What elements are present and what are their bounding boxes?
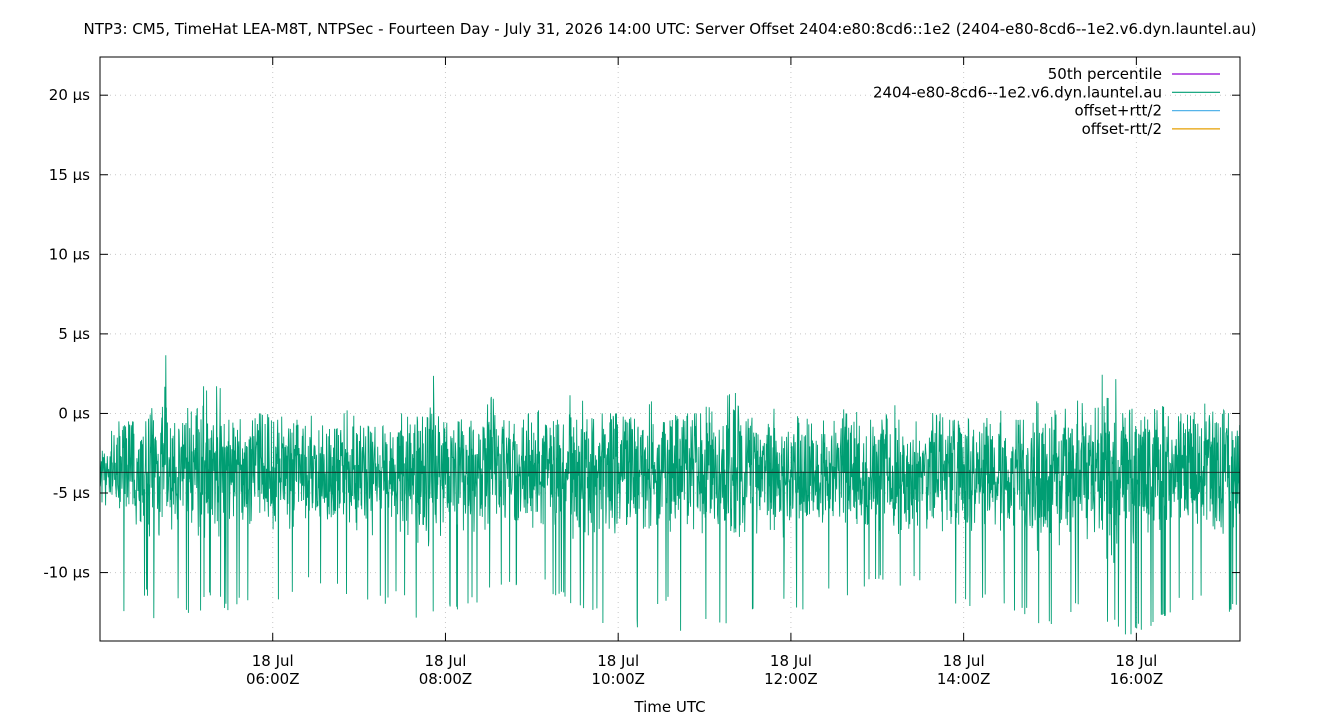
y-tick-label: 10 µs	[49, 245, 90, 263]
x-axis-title: Time UTC	[633, 698, 705, 716]
x-tick-time-label: 12:00Z	[764, 670, 818, 688]
x-tick-date-label: 18 Jul	[1115, 652, 1157, 670]
x-tick-time-label: 06:00Z	[246, 670, 300, 688]
plot-area	[99, 355, 1241, 635]
plot-frame	[99, 56, 1241, 642]
legend: 50th percentile2404-e80-8cd6--1e2.v6.dyn…	[873, 65, 1220, 138]
y-tick-label: -5 µs	[53, 484, 90, 502]
legend-label: 50th percentile	[1048, 65, 1162, 83]
x-tick-date-label: 18 Jul	[770, 652, 812, 670]
y-tick-label: 5 µs	[58, 325, 90, 343]
grid-lines	[100, 57, 1240, 641]
axes: 20 µs 15 µs 10 µs 5 µs 0 µs -5 µs -10 µs 18 Jul…	[43, 57, 1240, 688]
y-tick-label: 15 µs	[49, 166, 90, 184]
x-tick-date-label: 18 Jul	[252, 652, 294, 670]
x-tick-date-label: 18 Jul	[943, 652, 985, 670]
legend-label: offset+rtt/2	[1074, 102, 1162, 120]
legend-label: offset-rtt/2	[1082, 120, 1162, 138]
legend-label: 2404-e80-8cd6--1e2.v6.dyn.launtel.au	[873, 83, 1162, 101]
x-tick-date-label: 18 Jul	[597, 652, 639, 670]
y-tick-label: 0 µs	[58, 404, 90, 422]
x-tick-time-label: 16:00Z	[1110, 670, 1164, 688]
x-tick-time-label: 14:00Z	[937, 670, 991, 688]
offset-series-line	[99, 355, 1241, 635]
chart-title: NTP3: CM5, TimeHat LEA-M8T, NTPSec - Fou…	[83, 20, 1256, 38]
y-tick-label: -10 µs	[43, 564, 90, 582]
x-tick-time-label: 08:00Z	[419, 670, 473, 688]
x-tick-date-label: 18 Jul	[424, 652, 466, 670]
y-tick-label: 20 µs	[49, 86, 90, 104]
x-tick-time-label: 10:00Z	[591, 670, 645, 688]
